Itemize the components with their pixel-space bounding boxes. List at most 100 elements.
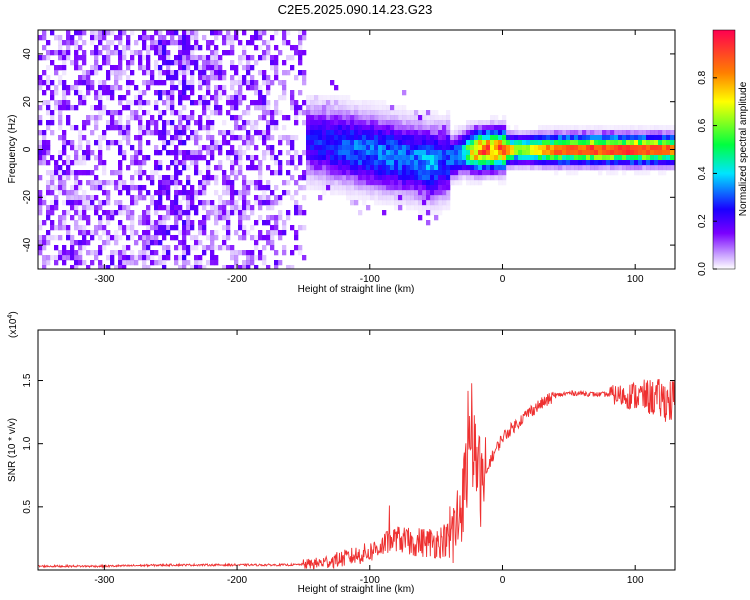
heatmap-cell (258, 160, 263, 166)
heatmap-cell (594, 160, 599, 166)
heatmap-cell (38, 55, 43, 61)
heatmap-cell (398, 105, 403, 111)
heatmap-cell (478, 160, 483, 166)
heatmap-cell (498, 150, 503, 156)
heatmap-cell (266, 90, 271, 96)
heatmap-cell (294, 120, 299, 126)
heatmap-cell (274, 105, 279, 111)
heatmap-cell (178, 70, 183, 76)
heatmap-cell (186, 205, 191, 211)
heatmap-cell (130, 110, 135, 116)
heatmap-cell (314, 95, 319, 101)
heatmap-cell (206, 215, 211, 221)
heatmap-cell (578, 145, 583, 151)
heatmap-cell (198, 265, 203, 269)
heatmap-cell (250, 40, 255, 46)
heatmap-cell (414, 155, 419, 161)
heatmap-cell (334, 175, 339, 181)
heatmap-cell (350, 165, 355, 171)
heatmap-cell (414, 205, 419, 211)
heatmap-cell (46, 40, 51, 46)
heatmap-cell (58, 120, 63, 126)
heatmap-cell (258, 250, 263, 256)
heatmap-cell (150, 250, 155, 256)
heatmap-cell (326, 115, 331, 121)
x-tick-label: -200 (227, 575, 247, 586)
heatmap-cell (94, 225, 99, 231)
heatmap-cell (218, 145, 223, 151)
heatmap-cell (338, 190, 343, 196)
heatmap-cell (110, 215, 115, 221)
heatmap-cell (486, 125, 491, 131)
heatmap-cell (206, 60, 211, 66)
heatmap-cell (454, 150, 459, 156)
heatmap-cell (354, 185, 359, 191)
heatmap-cell (210, 135, 215, 141)
heatmap-cell (354, 190, 359, 196)
heatmap-cell (482, 160, 487, 166)
heatmap-cell (118, 60, 123, 66)
heatmap-cell (418, 120, 423, 126)
heatmap-cell (74, 60, 79, 66)
heatmap-cell (130, 30, 135, 36)
heatmap-cell (98, 215, 103, 221)
heatmap-cell (94, 30, 99, 36)
heatmap-cell (218, 140, 223, 146)
heatmap-cell (142, 265, 147, 269)
heatmap-cell (410, 205, 415, 211)
heatmap-cell (478, 155, 483, 161)
heatmap-cell (526, 140, 531, 146)
heatmap-cell (162, 135, 167, 141)
heatmap-cell (274, 30, 279, 36)
heatmap-cell (374, 190, 379, 196)
heatmap-cell (422, 140, 427, 146)
heatmap-cell (166, 255, 171, 261)
heatmap-cell (274, 250, 279, 256)
heatmap-cell (294, 180, 299, 186)
heatmap-cell (86, 250, 91, 256)
heatmap-cell (254, 180, 259, 186)
heatmap-cell (118, 250, 123, 256)
heatmap-cell (386, 170, 391, 176)
heatmap-cell (506, 130, 511, 136)
heatmap-cell (498, 140, 503, 146)
heatmap-cell (78, 180, 83, 186)
heatmap-cell (102, 45, 107, 51)
heatmap-cell (294, 100, 299, 106)
heatmap-cell (394, 175, 399, 181)
heatmap-cell (46, 240, 51, 246)
heatmap-cell (62, 160, 67, 166)
heatmap-cell (162, 130, 167, 136)
heatmap-cell (454, 135, 459, 141)
heatmap-cell (194, 45, 199, 51)
heatmap-cell (502, 155, 507, 161)
heatmap-cell (378, 180, 383, 186)
heatmap-cell (86, 150, 91, 156)
heatmap-cell (62, 60, 67, 66)
heatmap-cell (202, 215, 207, 221)
heatmap-cell (42, 30, 47, 36)
heatmap-cell (214, 110, 219, 116)
heatmap-cell (354, 165, 359, 171)
heatmap-cell (346, 135, 351, 141)
heatmap-cell (178, 45, 183, 51)
heatmap-cell (190, 265, 195, 269)
heatmap-cell (302, 100, 307, 106)
heatmap-cell (398, 115, 403, 121)
heatmap-cell (190, 245, 195, 251)
heatmap-cell (462, 160, 467, 166)
heatmap-cell (434, 190, 439, 196)
heatmap-cell (62, 255, 67, 261)
heatmap-cell (170, 225, 175, 231)
heatmap-cell (454, 180, 459, 186)
heatmap-cell (498, 180, 503, 186)
heatmap-cell (262, 115, 267, 121)
heatmap-cell (254, 120, 259, 126)
heatmap-cell (366, 150, 371, 156)
heatmap-cell (390, 170, 395, 176)
heatmap-cell (82, 125, 87, 131)
heatmap-cell (466, 155, 471, 161)
heatmap-cell (198, 230, 203, 236)
heatmap-cell (174, 200, 179, 206)
heatmap-cell (578, 150, 583, 156)
